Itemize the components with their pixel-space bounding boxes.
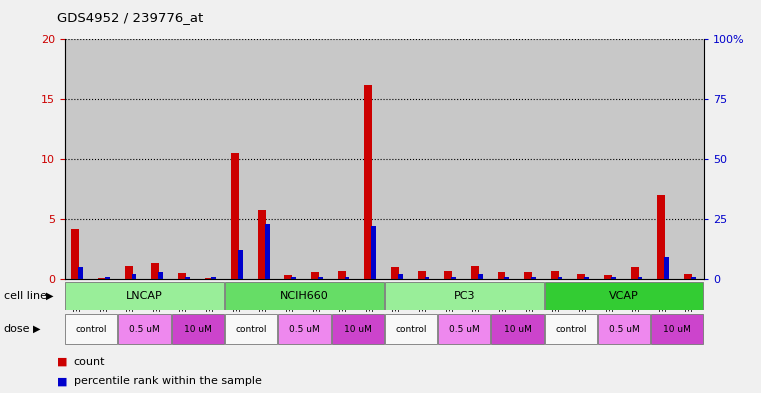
Bar [478, 274, 482, 279]
Bar [158, 272, 163, 279]
Text: count: count [74, 356, 105, 367]
Bar [65, 314, 117, 344]
Text: control: control [75, 325, 107, 334]
Bar [371, 226, 376, 279]
Bar [385, 314, 437, 344]
Bar [611, 277, 616, 279]
Bar [205, 278, 212, 279]
Bar [258, 209, 266, 279]
Bar [225, 281, 384, 310]
Text: LNCAP: LNCAP [126, 291, 163, 301]
Text: 0.5 uM: 0.5 uM [609, 325, 639, 334]
Text: ▶: ▶ [33, 324, 40, 334]
Bar [285, 275, 292, 279]
Text: ■: ■ [57, 376, 68, 386]
Text: 10 uM: 10 uM [344, 325, 371, 334]
Bar [72, 229, 79, 279]
Bar [318, 277, 323, 279]
Bar [391, 267, 399, 279]
Bar [471, 266, 479, 279]
Text: ▶: ▶ [46, 291, 53, 301]
Bar [545, 314, 597, 344]
Bar [65, 281, 224, 310]
Bar [385, 281, 543, 310]
Bar [132, 274, 136, 279]
Bar [498, 272, 505, 279]
Bar [365, 85, 372, 279]
Bar [238, 250, 243, 279]
Bar [492, 314, 543, 344]
Text: control: control [555, 325, 587, 334]
Bar [105, 277, 110, 279]
Text: 0.5 uM: 0.5 uM [289, 325, 320, 334]
Bar [545, 281, 703, 310]
Bar [558, 277, 562, 279]
Text: control: control [395, 325, 427, 334]
Text: 0.5 uM: 0.5 uM [449, 325, 479, 334]
Bar [225, 314, 277, 344]
Bar [505, 277, 509, 279]
Bar [444, 271, 452, 279]
Bar [212, 277, 216, 279]
Bar [78, 267, 83, 279]
Bar [151, 263, 159, 279]
Bar [265, 224, 269, 279]
Bar [185, 277, 189, 279]
Text: NCIH660: NCIH660 [280, 291, 329, 301]
Bar [584, 277, 589, 279]
Bar [231, 153, 239, 279]
Text: percentile rank within the sample: percentile rank within the sample [74, 376, 262, 386]
Bar [524, 272, 532, 279]
Text: PC3: PC3 [454, 291, 475, 301]
Bar [279, 314, 330, 344]
Bar [438, 314, 490, 344]
Bar [332, 314, 384, 344]
Bar [172, 314, 224, 344]
Bar [598, 314, 650, 344]
Bar [578, 274, 585, 279]
Bar [551, 271, 559, 279]
Text: cell line: cell line [4, 291, 47, 301]
Text: 0.5 uM: 0.5 uM [129, 325, 160, 334]
Bar [684, 274, 692, 279]
Bar [178, 273, 186, 279]
Bar [398, 274, 403, 279]
Text: dose: dose [4, 324, 30, 334]
Text: 10 uM: 10 uM [664, 325, 691, 334]
Text: ■: ■ [57, 356, 68, 367]
Bar [125, 266, 132, 279]
Bar [631, 267, 638, 279]
Bar [638, 277, 642, 279]
Text: control: control [235, 325, 267, 334]
Bar [418, 271, 425, 279]
Bar [119, 314, 170, 344]
Bar [604, 275, 612, 279]
Bar [345, 277, 349, 279]
Bar [531, 277, 536, 279]
Bar [425, 277, 429, 279]
Bar [338, 271, 345, 279]
Text: 10 uM: 10 uM [504, 325, 531, 334]
Text: VCAP: VCAP [609, 291, 639, 301]
Bar [311, 272, 319, 279]
Text: GDS4952 / 239776_at: GDS4952 / 239776_at [57, 11, 203, 24]
Bar [291, 277, 296, 279]
Bar [658, 195, 665, 279]
Bar [451, 277, 456, 279]
Bar [98, 278, 106, 279]
Bar [664, 257, 669, 279]
Text: 10 uM: 10 uM [184, 325, 212, 334]
Bar [691, 277, 696, 279]
Bar [651, 314, 703, 344]
